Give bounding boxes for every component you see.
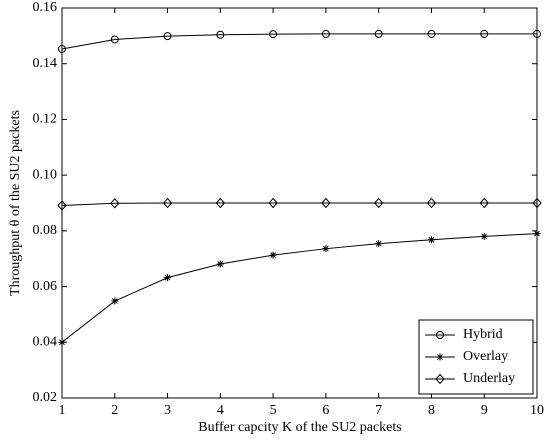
y-tick-label: 0.10 <box>33 167 58 182</box>
marker <box>111 297 119 305</box>
marker <box>162 197 173 209</box>
marker <box>216 260 224 268</box>
x-tick-label: 5 <box>270 403 277 418</box>
marker <box>532 197 542 209</box>
marker <box>268 197 278 209</box>
marker <box>480 232 488 240</box>
marker <box>269 251 277 259</box>
marker <box>321 197 331 209</box>
y-tick-label: 0.08 <box>33 223 58 238</box>
marker <box>427 236 435 244</box>
x-tick-label: 6 <box>322 403 329 418</box>
x-tick-label: 1 <box>59 403 66 418</box>
marker <box>427 29 436 38</box>
marker <box>58 44 66 53</box>
legend-label: Hybrid <box>463 327 503 342</box>
legend-marker <box>436 331 444 339</box>
x-tick-label: 9 <box>481 403 488 418</box>
marker <box>216 30 225 39</box>
legend-label: Underlay <box>463 371 515 386</box>
marker <box>373 197 384 209</box>
x-tick-label: 3 <box>164 403 171 418</box>
marker <box>480 29 489 38</box>
y-tick-label: 0.02 <box>33 390 58 405</box>
x-tick-label: 10 <box>530 403 544 418</box>
marker <box>322 245 330 253</box>
y-tick-label: 0.04 <box>33 335 58 350</box>
y-tick-label: 0.06 <box>33 279 58 294</box>
series-line <box>61 233 538 343</box>
marker <box>215 197 226 209</box>
legend-marker <box>435 373 445 385</box>
marker <box>110 35 119 44</box>
y-tick-label: 0.14 <box>33 56 58 71</box>
x-tick-label: 7 <box>375 403 382 418</box>
marker <box>426 197 437 209</box>
x-tick-label: 4 <box>217 403 224 418</box>
marker <box>163 32 172 41</box>
y-tick-label: 0.12 <box>33 112 58 127</box>
marker <box>164 274 172 282</box>
marker <box>57 200 67 211</box>
series-line <box>61 33 537 50</box>
y-axis-label: Throughput θ of the SU2 packets <box>8 110 23 296</box>
y-tick-label: 0.16 <box>33 0 58 15</box>
marker <box>321 29 330 38</box>
x-tick-label: 8 <box>428 403 435 418</box>
x-axis-label: Buffer capcity K of the SU2 packets <box>198 420 401 435</box>
marker <box>374 29 383 38</box>
marker <box>110 198 120 209</box>
legend-label: Overlay <box>463 349 508 364</box>
x-tick-label: 2 <box>111 403 118 418</box>
legend-marker <box>436 353 444 361</box>
marker <box>375 240 383 248</box>
marker <box>58 338 66 346</box>
marker <box>533 230 541 238</box>
marker <box>269 30 278 39</box>
marker <box>479 197 489 209</box>
marker <box>533 29 541 38</box>
series-line <box>61 202 537 207</box>
